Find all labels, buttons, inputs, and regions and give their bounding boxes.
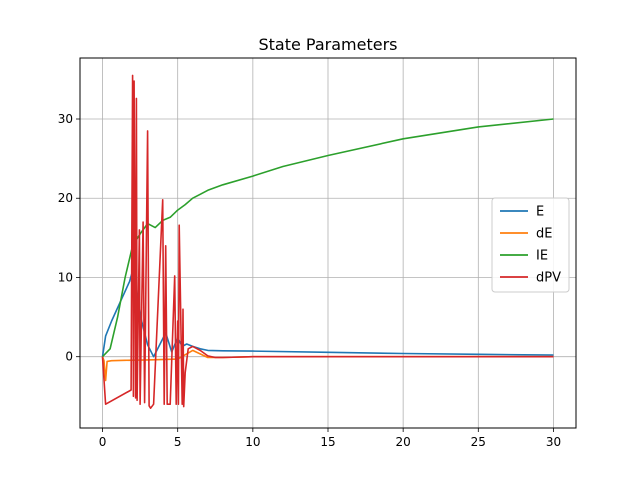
x-tick-label: 10 bbox=[245, 435, 260, 449]
x-tick-label: 30 bbox=[546, 435, 561, 449]
y-tick-label: 10 bbox=[58, 270, 73, 284]
ticks: 0 5 10 15 20 25 30 0 10 20 30 bbox=[58, 112, 561, 449]
series-line-dpv bbox=[101, 74, 554, 410]
x-tick-label: 20 bbox=[396, 435, 411, 449]
series-group bbox=[101, 74, 554, 410]
x-tick-label: 25 bbox=[471, 435, 486, 449]
x-tick-label: 0 bbox=[99, 435, 107, 449]
y-tick-label: 30 bbox=[58, 112, 73, 126]
legend-label-e: E bbox=[536, 205, 544, 220]
series-line-ie bbox=[101, 118, 554, 358]
legend-box bbox=[491, 197, 570, 293]
chart-title: State Parameters bbox=[258, 35, 397, 54]
y-tick-label: 0 bbox=[65, 350, 73, 364]
legend-label-dpv: dPV bbox=[536, 271, 561, 286]
x-tick-label: 15 bbox=[320, 435, 335, 449]
legend: EdE IE dPV bbox=[491, 197, 570, 293]
x-tick-label: 5 bbox=[174, 435, 182, 449]
legend-label-de: dE bbox=[536, 227, 552, 242]
legend-label-ie: IE bbox=[536, 249, 548, 264]
y-tick-label: 20 bbox=[58, 191, 73, 205]
